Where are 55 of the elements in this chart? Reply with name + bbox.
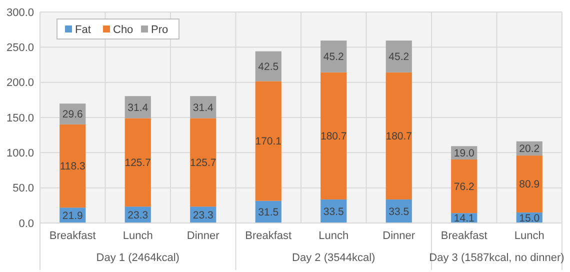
data-label: 170.1 — [255, 136, 282, 148]
bar — [516, 156, 542, 212]
bar — [386, 40, 412, 72]
x-tick-label: Lunch — [514, 230, 544, 242]
x-tick-label: Dinner — [186, 230, 220, 242]
y-tick-label: 300.0 — [6, 6, 34, 19]
data-label: 33.5 — [388, 206, 410, 218]
bar — [255, 81, 282, 201]
data-label: 80.9 — [519, 178, 540, 191]
x-tick-label: Lunch — [318, 230, 349, 242]
data-label: 23.3 — [128, 209, 148, 222]
data-label: 118.3 — [60, 160, 86, 173]
x-tick-label: Breakfast — [440, 230, 488, 242]
x-tick-label: Breakfast — [49, 230, 96, 242]
data-label: 45.2 — [388, 51, 410, 64]
text: Day 1 (2464kcal) — [96, 252, 180, 264]
y-tick-label: 200.0 — [6, 77, 34, 90]
text: Day 2 (3544kcal) — [292, 252, 376, 264]
data-label: 76.2 — [454, 180, 475, 193]
data-label: 31.5 — [258, 206, 279, 219]
data-label: 180.7 — [320, 130, 347, 143]
bar — [190, 118, 216, 207]
data-label: 33.5 — [323, 206, 344, 218]
x-tick-label: Dinner — [382, 230, 416, 242]
data-label: 31.4 — [192, 102, 214, 114]
y-tick-label: 0.0 — [18, 218, 34, 230]
bar — [386, 72, 412, 200]
y-tick-label: 50.0 — [12, 182, 34, 195]
bar — [320, 72, 347, 200]
data-label: 125.7 — [190, 157, 216, 170]
data-label: 45.2 — [323, 51, 344, 64]
legend-label: Cho — [113, 24, 134, 36]
legend-label: Pro — [151, 24, 168, 36]
data-label: 20.2 — [519, 143, 540, 156]
x-tick-label: Lunch — [122, 230, 153, 242]
x-tick-label: Breakfast — [245, 230, 292, 242]
data-label: 23.3 — [192, 209, 214, 222]
data-label: 42.5 — [258, 60, 279, 73]
data-label: 31.4 — [128, 102, 148, 114]
data-label: 15.0 — [519, 212, 540, 224]
data-label: 29.6 — [62, 108, 84, 121]
bar — [124, 118, 151, 207]
text: Day 3 (1587kcal, no dinner) — [429, 252, 564, 264]
data-label: 19.0 — [454, 147, 475, 160]
data-label: 21.9 — [62, 210, 84, 222]
y-tick-label: 100.0 — [6, 148, 34, 160]
data-label: 180.7 — [386, 130, 412, 143]
y-tick-label: 150.0 — [6, 112, 34, 124]
bar — [60, 124, 86, 208]
data-label: 125.7 — [124, 157, 152, 170]
legend-label: Fat — [75, 24, 91, 36]
data-label: 14.1 — [454, 212, 475, 225]
bar — [320, 40, 347, 72]
bar — [451, 159, 478, 214]
y-tick-label: 250.0 — [6, 42, 34, 54]
